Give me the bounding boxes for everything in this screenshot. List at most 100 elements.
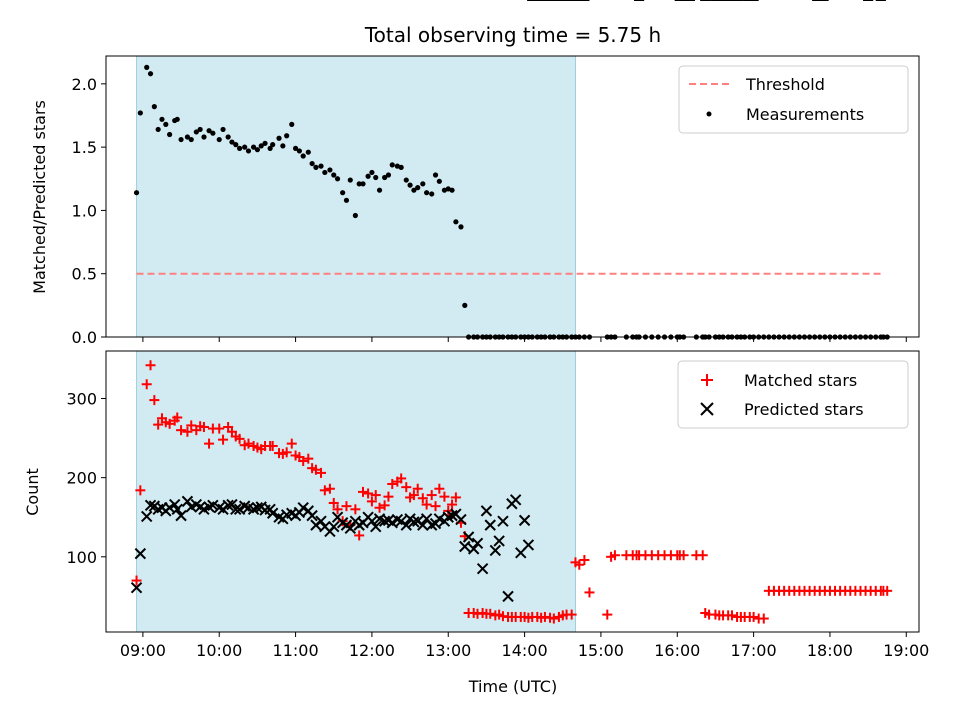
measurement-point: [197, 126, 203, 133]
measurement-point: [300, 153, 306, 159]
matched-star-point: [434, 483, 445, 494]
predicted-star-point: [222, 499, 234, 512]
y-tick-label: 1.5: [72, 138, 97, 157]
measurement-point: [411, 187, 417, 193]
measurement-point: [327, 167, 333, 173]
measurement-point: [360, 181, 366, 187]
matched-star-point: [726, 610, 737, 621]
measurement-point: [206, 128, 212, 134]
measurement-point: [453, 219, 459, 225]
matched-star-point: [383, 491, 394, 502]
matched-legend-swatch: [701, 374, 713, 386]
measurement-point: [254, 147, 261, 153]
measurement-point: [270, 142, 276, 148]
matched-star-point: [358, 486, 369, 497]
matched-star-point: [218, 434, 229, 445]
predicted-star-point: [141, 510, 153, 523]
top-legend-box: [678, 65, 909, 134]
measurement-point: [188, 136, 194, 143]
matched-star-point: [341, 501, 352, 512]
measurement-point: [429, 191, 435, 197]
matched-star-point: [574, 559, 585, 570]
y-tick-label: 200: [66, 469, 97, 488]
measurement-point: [225, 134, 231, 140]
top-legend: Threshold Measurements: [678, 65, 909, 134]
matched-star-point: [298, 456, 309, 467]
matched-star-point: [332, 504, 343, 515]
matched-star-point: [548, 613, 559, 624]
measurement-point: [403, 177, 409, 183]
x-tick-label: 10:00: [196, 641, 242, 660]
measurement-point: [347, 177, 353, 183]
x-tick-label: 12:00: [349, 641, 395, 660]
matched-star-point: [243, 438, 254, 449]
measurement-point: [289, 121, 295, 127]
predicted-star-point: [386, 517, 398, 529]
y-tick-label: 100: [66, 548, 97, 567]
measurement-point: [201, 134, 207, 140]
predicted-star-point: [480, 505, 493, 517]
matched-star-point: [135, 485, 146, 496]
matched-star-point: [214, 423, 225, 434]
measurement-point: [210, 130, 216, 136]
x-axis-label: Time (UTC): [468, 677, 557, 696]
y-tick-label: 2.0: [72, 75, 97, 94]
matched-star-point: [584, 587, 595, 598]
predicted-star-point: [175, 509, 187, 522]
measurements-series: [133, 64, 890, 340]
bottom-legend: Matched stars Predicted stars: [677, 360, 909, 429]
measurement-point: [305, 149, 311, 155]
measurement-point: [242, 144, 248, 150]
measurement-point: [250, 144, 257, 150]
measurement-point: [365, 173, 371, 179]
matched-star-point: [234, 433, 245, 444]
measurement-point: [174, 116, 180, 122]
predicted-star-point: [471, 537, 484, 550]
matched-star-point: [186, 420, 197, 431]
measurement-point: [398, 164, 404, 170]
predicted-star-point: [459, 540, 471, 553]
matched-star-point: [131, 575, 142, 586]
predicted-star-point: [134, 547, 147, 560]
matched-star-point: [430, 501, 441, 512]
matched-star-point: [198, 421, 209, 432]
matched-star-point: [354, 530, 365, 541]
predicted-star-point: [484, 519, 496, 531]
matched-star-point: [748, 611, 759, 622]
predicted-star-point: [297, 502, 309, 514]
measurement-point: [462, 302, 468, 308]
predicted-star-point: [518, 514, 531, 527]
matched-star-point: [319, 485, 330, 496]
measurement-point: [322, 169, 328, 176]
measurement-point: [220, 126, 226, 133]
predicted-star-point: [462, 531, 475, 543]
matched-star-point: [379, 500, 390, 511]
y-tick-label: 0.0: [72, 328, 97, 347]
predicted-star-point: [207, 499, 219, 512]
matched-stars-series: [131, 360, 893, 624]
measurement-point: [343, 197, 350, 203]
matched-star-point: [149, 395, 160, 406]
measurement-point: [376, 187, 383, 193]
matched-star-point: [204, 438, 215, 449]
measurement-point: [137, 110, 143, 116]
threshold-legend-label: Threshold: [745, 75, 825, 94]
measurement-point: [178, 136, 184, 143]
matched-star-point: [145, 360, 156, 371]
predicted-star-point: [328, 521, 340, 533]
predicted-star-point: [306, 509, 318, 522]
measurement-point: [147, 71, 154, 77]
measurement-point: [432, 172, 439, 178]
predicted-star-point: [171, 503, 183, 516]
predicted-star-point: [344, 522, 356, 535]
matched-star-point: [310, 464, 321, 475]
matched-star-point: [316, 467, 327, 478]
x-tick-label: 16:00: [654, 641, 700, 660]
matched-star-point: [350, 504, 361, 515]
measurement-point: [389, 162, 395, 168]
predicted-star-point: [370, 521, 382, 533]
measurement-point: [159, 116, 165, 122]
matched-star-point: [164, 418, 175, 429]
bottom-legend-box: [677, 360, 909, 429]
matched-star-point: [439, 491, 450, 502]
